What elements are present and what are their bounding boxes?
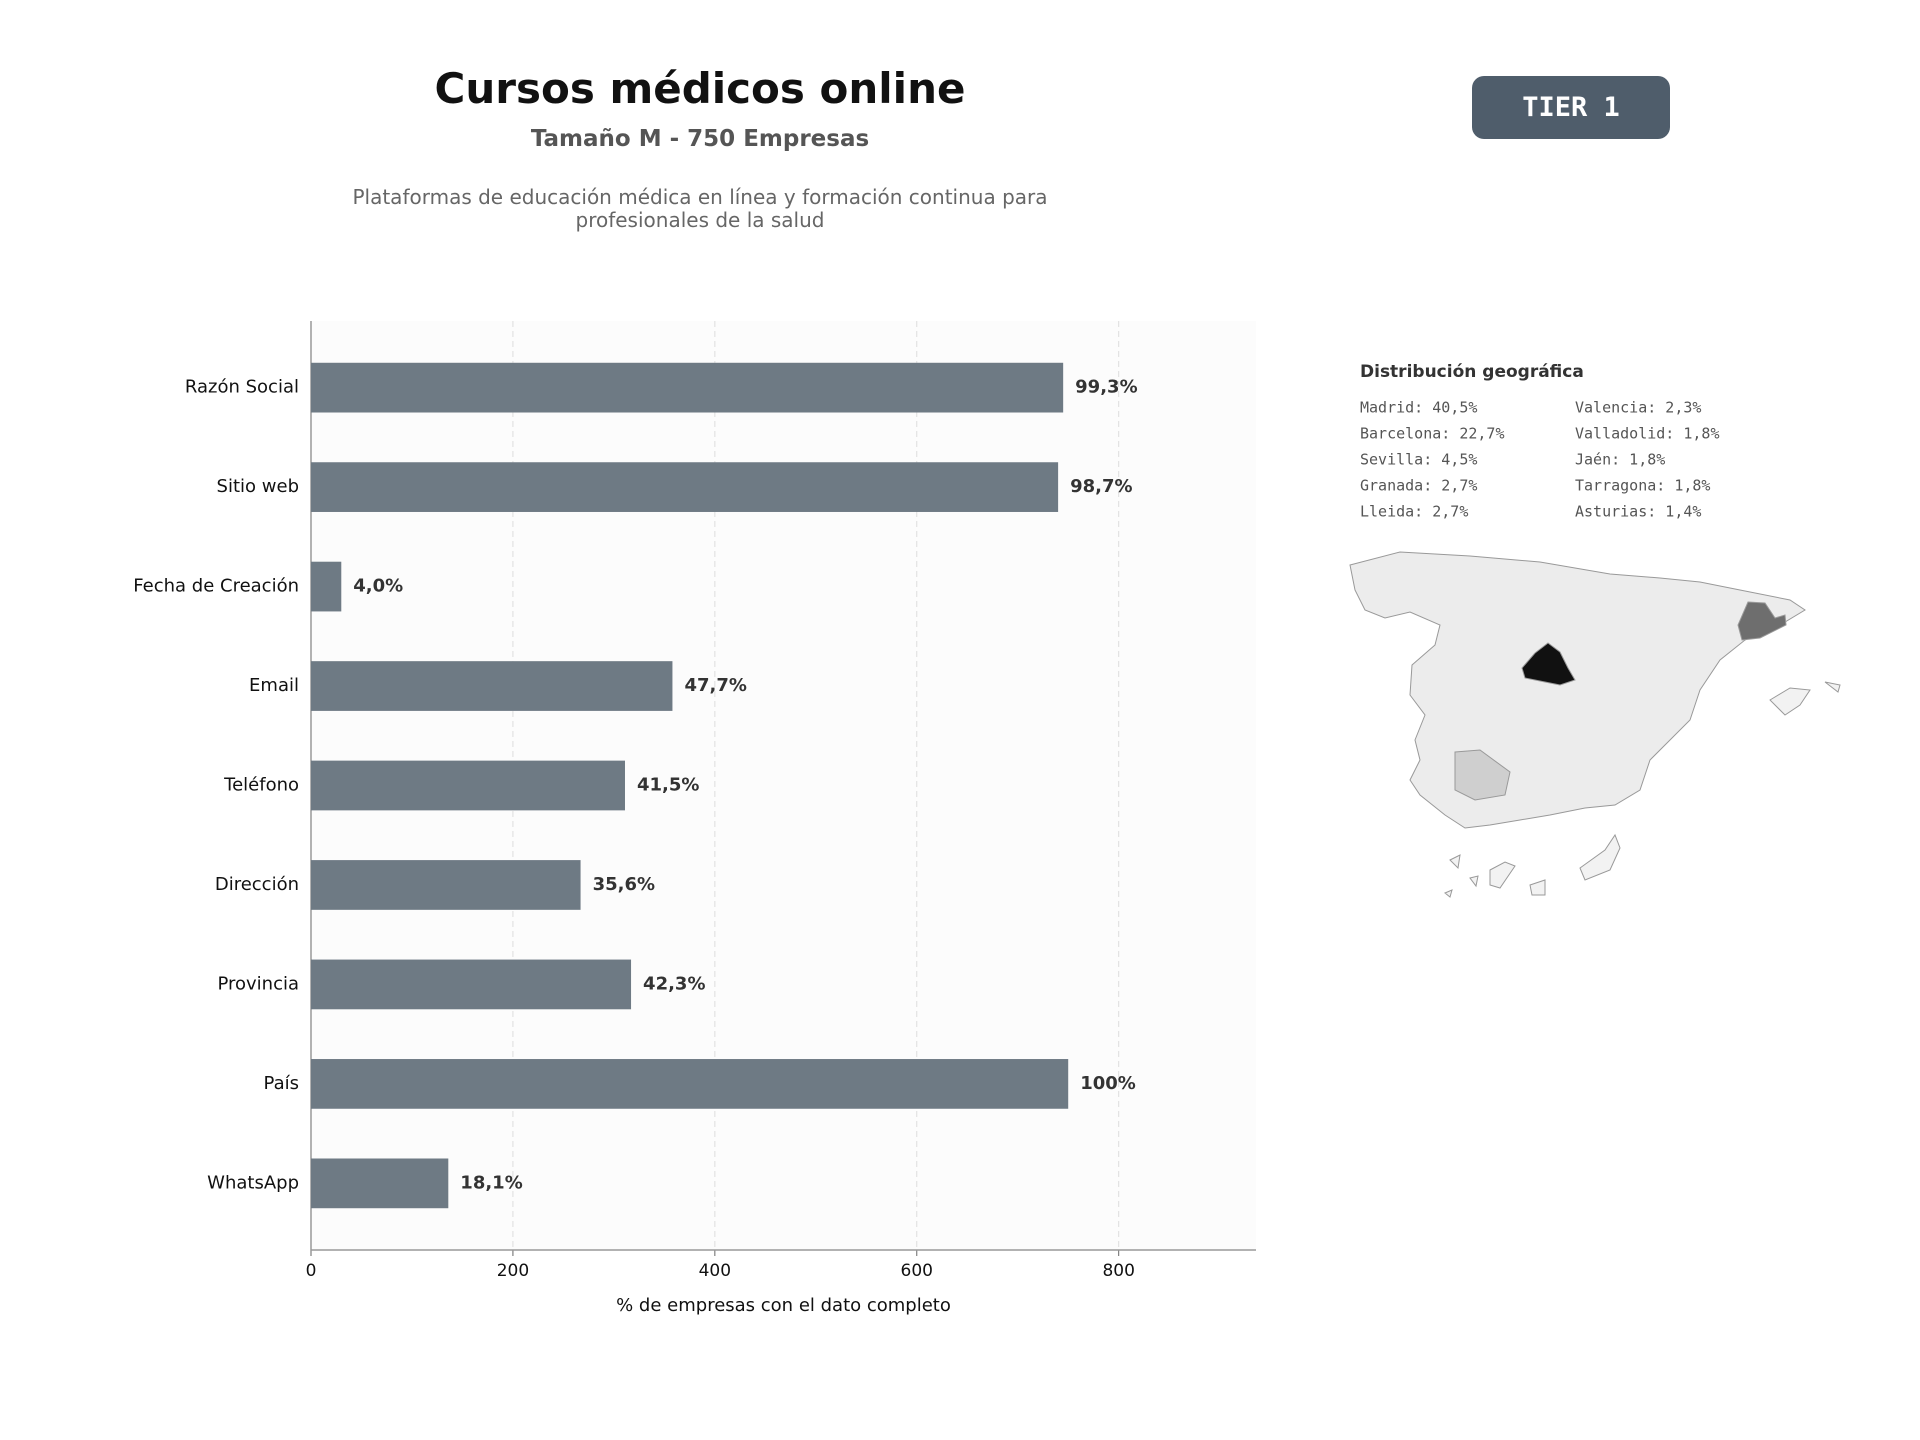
subtitle: Tamaño M - 750 Empresas — [530, 126, 870, 152]
geo-item: Tarragona: 1,8% — [1575, 477, 1710, 495]
geo-item: Madrid: 40,5% — [1360, 399, 1477, 417]
value-label: 18,1% — [460, 1172, 522, 1193]
value-label: 99,3% — [1075, 377, 1137, 398]
bar — [311, 561, 342, 612]
bar — [311, 1158, 449, 1209]
y-tick-label: Teléfono — [223, 775, 299, 796]
y-tick-label: Dirección — [215, 874, 299, 895]
geo-item: Sevilla: 4,5% — [1360, 451, 1477, 469]
value-label: 4,0% — [353, 576, 403, 597]
map — [1349, 551, 1841, 898]
bar — [311, 860, 581, 910]
geo-item: Valencia: 2,3% — [1575, 399, 1701, 417]
x-tick-label: 200 — [497, 1261, 529, 1281]
value-label: 42,3% — [643, 973, 705, 994]
geo-item: Granada: 2,7% — [1360, 477, 1477, 495]
value-label: 47,7% — [684, 675, 746, 696]
x-tick-label: 800 — [1102, 1261, 1134, 1281]
bar — [311, 362, 1064, 413]
y-tick-label: WhatsApp — [207, 1172, 299, 1193]
y-tick-label: Sitio web — [217, 476, 299, 497]
x-tick-label: 400 — [699, 1261, 731, 1281]
value-label: 35,6% — [593, 874, 655, 895]
y-tick-label: Email — [249, 675, 299, 696]
title: Cursos médicos online — [434, 64, 966, 113]
x-tick-label: 600 — [901, 1261, 933, 1281]
geo-item: Asturias: 1,4% — [1575, 503, 1701, 521]
geo-item: Valladolid: 1,8% — [1575, 425, 1720, 443]
description: Plataformas de educación médica en línea… — [352, 185, 1048, 232]
value-label: 100% — [1080, 1073, 1136, 1094]
y-tick-label: Razón Social — [185, 377, 299, 398]
bar — [311, 661, 673, 711]
x-tick-label: 0 — [306, 1261, 317, 1281]
value-label: 98,7% — [1070, 476, 1132, 497]
value-label: 41,5% — [637, 775, 699, 796]
y-tick-label: País — [264, 1073, 299, 1094]
geo-item: Barcelona: 22,7% — [1360, 425, 1505, 443]
y-tick-label: Provincia — [217, 973, 299, 994]
bar — [311, 1059, 1069, 1109]
geo-item: Lleida: 2,7% — [1360, 503, 1468, 521]
bar — [311, 959, 632, 1010]
bar — [311, 462, 1059, 512]
geo-item: Jaén: 1,8% — [1575, 451, 1665, 469]
y-tick-label: Fecha de Creación — [133, 576, 299, 597]
geo-title: Distribución geográfica — [1360, 362, 1584, 382]
tier-badge: TIER 1 — [1472, 76, 1670, 139]
bar — [311, 760, 625, 811]
x-axis-label: % de empresas con el dato completo — [616, 1295, 951, 1316]
